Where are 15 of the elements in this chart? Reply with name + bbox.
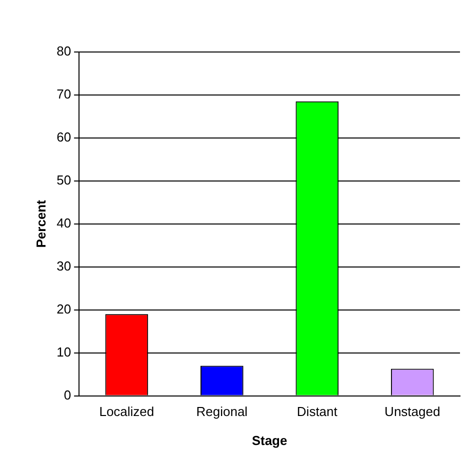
y-tick-label: 20: [56, 301, 72, 316]
x-tick-label: Distant: [296, 404, 338, 420]
x-tick-label: Unstaged: [384, 404, 440, 420]
x-axis-title: Stage: [252, 432, 288, 448]
y-tick-label: 10: [56, 344, 72, 360]
y-tick-label: 30: [56, 258, 72, 274]
x-tick-label: Localized: [99, 404, 154, 420]
y-axis-title: Percent: [33, 199, 48, 248]
y-tick-label: 40: [56, 215, 72, 230]
y-tick-label: 70: [56, 86, 72, 102]
y-tick-label: 0: [64, 387, 72, 402]
y-tick-label: 50: [56, 172, 72, 188]
y-tick-label: 80: [56, 44, 72, 59]
x-tick-label: Regional: [196, 404, 248, 420]
y-tick-label: 60: [56, 130, 72, 145]
